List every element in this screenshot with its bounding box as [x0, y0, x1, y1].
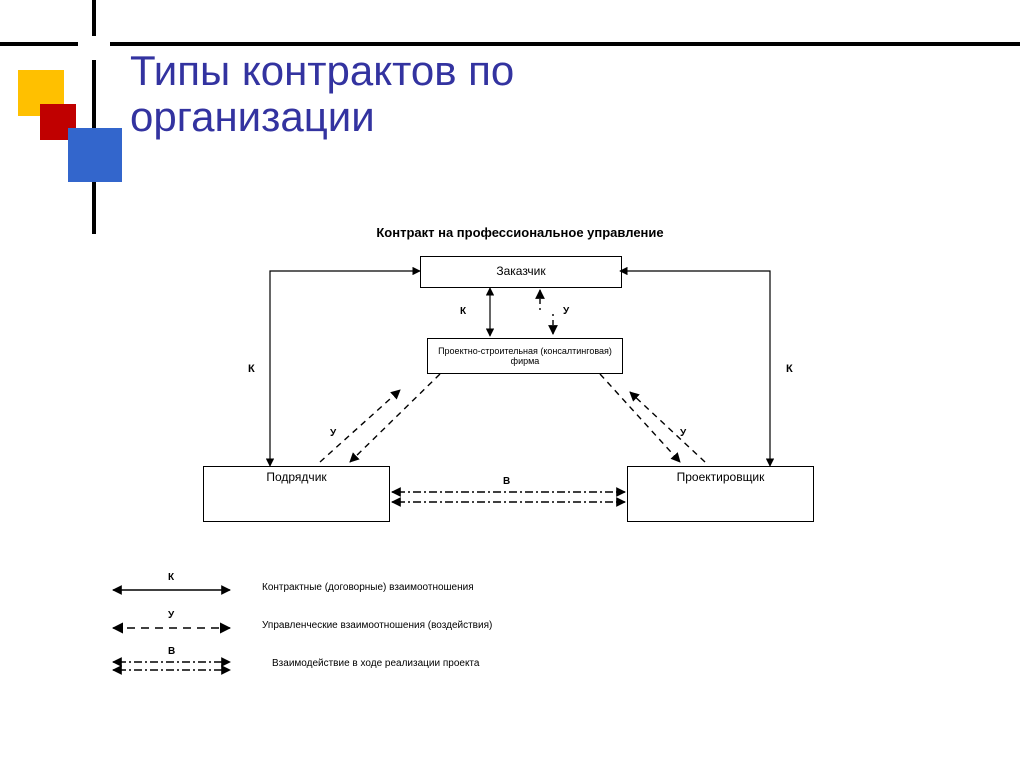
legend-k-letter: К	[168, 572, 174, 583]
label-u-left: У	[330, 428, 336, 439]
label-k-midl: К	[460, 306, 466, 317]
label-v-mid: В	[503, 476, 510, 487]
label-u-midr: У	[563, 306, 569, 317]
diagram-svg	[0, 0, 1024, 767]
legend-v-letter: В	[168, 646, 175, 657]
label-k-right: К	[786, 363, 793, 375]
legend-u-letter: У	[168, 610, 174, 621]
label-u-right: У	[680, 428, 686, 439]
label-k-left: К	[248, 363, 255, 375]
slide: Типы контрактов по организации Контракт …	[0, 0, 1024, 767]
legend-k-text: Контрактные (договорные) взаимоотношения	[262, 582, 474, 593]
legend-u-text: Управленческие взаимоотношения (воздейст…	[262, 620, 492, 631]
legend-v-text: Взаимодействие в ходе реализации проекта	[272, 658, 479, 669]
